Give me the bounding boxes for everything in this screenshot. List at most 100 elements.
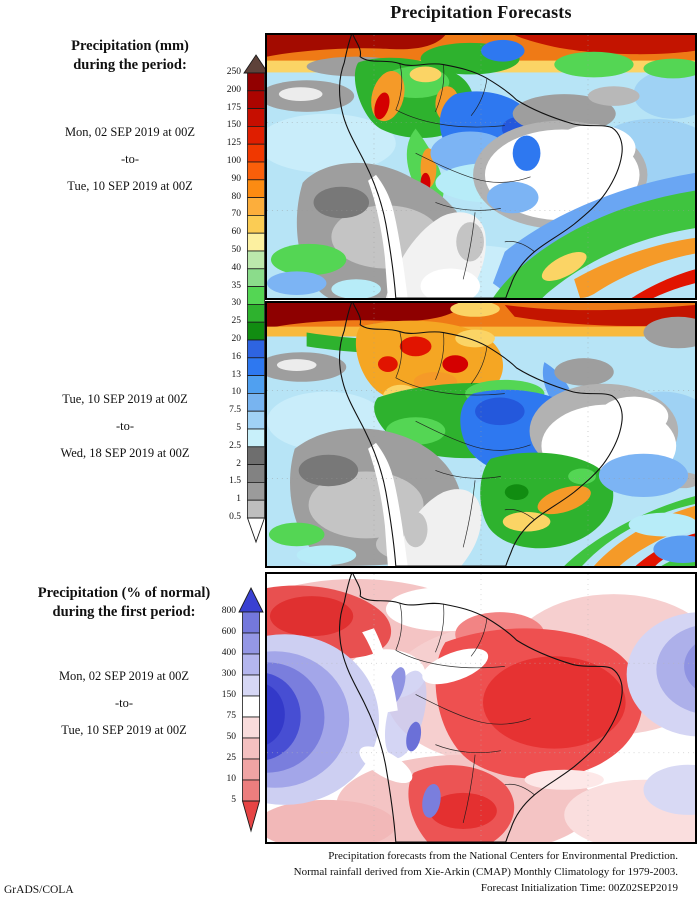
colorbar-cell [247, 250, 265, 270]
colorbar-tick-label: 250 [226, 67, 241, 77]
colorbar-tick-label: 35 [231, 280, 242, 291]
colorbar-tick-label: 30 [231, 298, 242, 309]
colorbar-tick-label: 0.5 [229, 512, 241, 522]
colorbar-cell [247, 499, 265, 519]
colorbar-cell [247, 268, 265, 288]
colorbar-tick-label: 175 [226, 102, 241, 113]
colorbar-tick-label: 200 [226, 84, 241, 95]
map-percent-graphic [267, 574, 695, 842]
colorbar-cell [242, 737, 260, 760]
colorbar-cell [247, 303, 265, 323]
colorbar-cell [247, 108, 265, 127]
period2-date-separator: -to- [115, 419, 135, 433]
colorbar-tick-label: 300 [221, 669, 236, 679]
colorbar-cell [247, 161, 265, 181]
colorbar-cell [247, 339, 265, 359]
footer-caption: Precipitation forecasts from the Nationa… [294, 848, 678, 896]
footer-line2: Normal rainfall derived from Xie-Arkin (… [293, 866, 678, 878]
colorbar-cell [247, 126, 265, 145]
colorbar-tick-label: 10 [226, 774, 237, 784]
map-panel-week1 [265, 33, 697, 300]
cbar-mm-graphic [243, 54, 269, 544]
colorbar-tick-label: 20 [231, 334, 242, 344]
colorbar-tick-label: 90 [231, 173, 242, 184]
colorbar-tick-label: 100 [226, 156, 241, 166]
period1-date-to: Tue, 10 SEP 2019 at 00Z [67, 179, 193, 193]
colorbar-tick-label: 50 [231, 245, 242, 255]
period1-heading-line2: during the period: [73, 57, 187, 73]
colorbar-cell [247, 392, 265, 412]
colorbar-tick-label: 5 [231, 795, 236, 805]
grads-watermark: GrADS/COLA [4, 884, 74, 896]
colorbar-percent: 800 600 400 300 150 75 50 25 10 5 [207, 586, 264, 833]
page-title: Precipitation Forecasts [390, 2, 572, 22]
map-panel-week2 [265, 301, 697, 568]
colorbar-bottom-arrow-icon [246, 517, 266, 544]
percent-heading-line2: during the first period: [52, 604, 196, 620]
period2-date-from: Tue, 10 SEP 2019 at 00Z [62, 392, 188, 406]
colorbar-cell [247, 179, 265, 199]
map-week1-graphic [267, 35, 695, 298]
colorbar-tick-label: 125 [226, 138, 241, 149]
percent-date-to: Tue, 10 SEP 2019 at 00Z [61, 723, 187, 737]
colorbar-cell [242, 758, 260, 781]
colorbar-cell [242, 695, 260, 718]
colorbar-tick-label: 80 [231, 191, 242, 202]
colorbar-cell [247, 321, 265, 341]
cbar-pct-graphic [238, 586, 264, 833]
colorbar-tick-label: 75 [226, 711, 237, 721]
colorbar-tick-label: 600 [221, 627, 236, 637]
colorbar-cell [247, 72, 265, 92]
period1-dates: Mon, 02 SEP 2019 at 00Z -to- Tue, 10 SEP… [0, 123, 260, 204]
footer-line1: Precipitation forecasts from the Nationa… [328, 850, 678, 862]
colorbar-tick-label: 13 [231, 369, 242, 380]
colorbar-tick-label: 800 [221, 606, 236, 616]
colorbar-cell [247, 481, 265, 501]
colorbar-tick-label: 1.5 [229, 476, 241, 487]
colorbar-cell [242, 716, 260, 739]
colorbar-cell [247, 197, 265, 216]
colorbar-cell [247, 286, 265, 305]
colorbar-cell [247, 232, 265, 252]
south-america-coastline [339, 574, 623, 842]
colorbar-tick-label: 16 [231, 351, 242, 362]
colorbar-cell [242, 674, 260, 697]
period1-heading-line1: Precipitation (mm) [71, 38, 189, 54]
colorbar-cell [247, 428, 265, 448]
colorbar-tick-label: 10 [231, 387, 242, 398]
percent-dates: Mon, 02 SEP 2019 at 00Z -to- Tue, 10 SEP… [0, 667, 248, 748]
percent-date-separator: -to- [114, 696, 134, 710]
colorbar-cell [247, 446, 265, 465]
colorbar-cell [242, 653, 260, 676]
percent-date-from: Mon, 02 SEP 2019 at 00Z [58, 669, 190, 683]
colorbar-top-arrow-icon [238, 586, 264, 613]
colorbar-cell [247, 357, 265, 376]
period1-heading: Precipitation (mm) during the period: [0, 37, 260, 75]
period2-date-to: Wed, 18 SEP 2019 at 00Z [60, 446, 190, 460]
colorbar-cell [247, 375, 265, 394]
colorbar-tick-label: 1 [236, 494, 241, 505]
colorbar-cell [247, 143, 265, 163]
colorbar-tick-label: 2 [236, 458, 241, 469]
colorbar-cell [242, 611, 260, 634]
footer-line3: Forecast Initialization Time: 00Z02SEP20… [480, 882, 678, 894]
map-panel-percent-normal [265, 572, 697, 844]
colorbar-cell [247, 214, 265, 234]
colorbar-cell [247, 410, 265, 430]
colorbar-cell [247, 464, 265, 483]
period1-date-separator: -to- [120, 152, 140, 166]
percent-heading-line1: Precipitation (% of normal) [37, 585, 211, 601]
colorbar-mm: 250 200 175 150 125 100 90 80 70 60 50 40 35 30 25 20 16… [212, 54, 269, 544]
colorbar-tick-label: 150 [226, 120, 241, 131]
colorbar-tick-label: 25 [226, 753, 237, 763]
colorbar-tick-label: 150 [221, 690, 236, 700]
colorbar-bottom-arrow-icon [241, 800, 261, 833]
colorbar-tick-label: 7.5 [229, 405, 241, 416]
colorbar-tick-label: 2.5 [229, 440, 241, 451]
colorbar-tick-label: 60 [231, 227, 242, 238]
period1-date-from: Mon, 02 SEP 2019 at 00Z [64, 125, 196, 139]
colorbar-tick-label: 400 [221, 648, 236, 658]
colorbar-tick-label: 50 [226, 732, 237, 742]
colorbar-cell [247, 90, 265, 109]
percent-heading: Precipitation (% of normal) during the f… [0, 584, 248, 622]
